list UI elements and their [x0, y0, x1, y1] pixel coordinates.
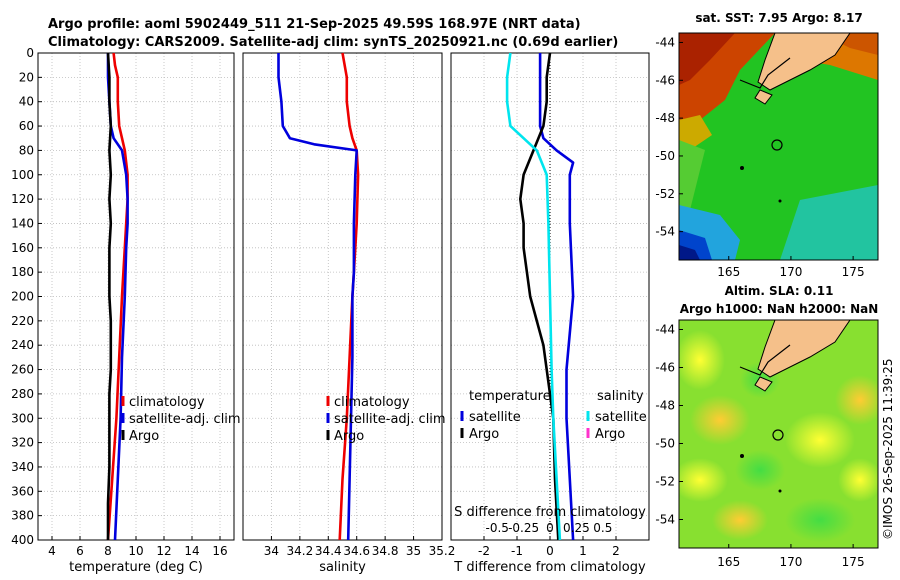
legend-label: satellite	[469, 410, 521, 425]
y-tick-label: 120	[11, 192, 34, 206]
x-tick-label: 1	[579, 544, 587, 558]
x-tick-label: 34.2	[286, 544, 313, 558]
map-y-tick-label: -50	[655, 149, 675, 163]
title-line-2: Climatology: CARS2009. Satellite-adj cli…	[48, 35, 618, 50]
map-y-tick-label: -52	[655, 475, 675, 489]
map-y-tick-label: -54	[655, 225, 675, 239]
y-tick-label: 80	[19, 143, 34, 157]
legend-label: Argo	[129, 429, 159, 444]
y-tick-label: 220	[11, 314, 34, 328]
legend-label: Argo	[334, 429, 364, 444]
difference-panel: -2 -1 0 1 2 T difference from climatology temp…	[450, 52, 650, 575]
title-line-1: Argo profile: aoml 5902449_511 21-Sep-20…	[48, 17, 581, 32]
legend-label: climatology	[129, 395, 205, 410]
y-tick-label: 320	[11, 436, 34, 450]
map-x-tick-label: 175	[842, 265, 865, 279]
sst-map: sat. SST: 7.95 Argo: 8.17 -44 -46 -48 -50 -5…	[655, 11, 879, 279]
map-x-tick-label: 170	[779, 555, 802, 569]
map-y-tick-label: -46	[655, 73, 675, 87]
x-tick-label: 6	[76, 544, 84, 558]
sst-map-title: sat. SST: 7.95 Argo: 8.17	[695, 11, 862, 25]
legend-label: satellite-adj. clim	[129, 412, 241, 427]
map-y-tick-label: -44	[655, 35, 675, 49]
map-y-tick-label: -44	[655, 323, 675, 337]
x-tick-label: -2	[478, 544, 490, 558]
y-tick-label: 360	[11, 484, 34, 498]
map-y-tick-label: -52	[655, 187, 675, 201]
x-tick-label: 34.4	[315, 544, 342, 558]
map-y-tick-label: -46	[655, 361, 675, 375]
map-x-tick-label: 170	[779, 265, 802, 279]
x2-axis-label: S difference from climatology	[454, 505, 646, 520]
x-tick-label: 34.6	[343, 544, 370, 558]
timestamp: ©IMOS 26-Sep-2025 11:39:25	[881, 358, 895, 540]
y-tick-label: 0	[26, 46, 34, 60]
x-tick-label: 8	[104, 544, 112, 558]
x2-tick-label: 0.25	[563, 521, 590, 535]
x2-tick-label: -0.25	[508, 521, 539, 535]
map-y-tick-label: -48	[655, 399, 675, 413]
x-tick-label: 0	[546, 544, 554, 558]
x-tick-label: 34.8	[372, 544, 399, 558]
series-line	[277, 53, 359, 541]
y-tick-label: 200	[11, 290, 34, 304]
map-x-tick-label: 175	[842, 555, 865, 569]
legend-label: satellite-adj. clim	[334, 412, 446, 427]
legend-title: salinity	[597, 389, 644, 404]
x-tick-label: -1	[511, 544, 523, 558]
x-tick-label: 4	[48, 544, 56, 558]
temperature-panel: 4 6 8 10 12 14 16 temperature (deg C) climatolog…	[11, 46, 241, 575]
y-tick-label: 400	[11, 533, 34, 547]
x-axis-label: salinity	[319, 560, 366, 575]
y-tick-label: 100	[11, 168, 34, 182]
map-y-tick-label: -54	[655, 513, 675, 527]
y-tick-label: 20	[19, 70, 34, 84]
sla-map-title-1: Altim. SLA: 0.11	[725, 284, 834, 298]
map-x-tick-label: 165	[717, 555, 740, 569]
x-tick-label: 35.2	[429, 544, 456, 558]
series-line	[338, 52, 360, 541]
map-y-tick-label: -48	[655, 111, 675, 125]
x-tick-label: 2	[612, 544, 620, 558]
y-tick-label: 280	[11, 387, 34, 401]
x-tick-label: 10	[128, 544, 143, 558]
y-tick-label: 380	[11, 509, 34, 523]
y-tick-label: 40	[19, 95, 34, 109]
map-x-tick-label: 165	[717, 265, 740, 279]
y-tick-label: 240	[11, 338, 34, 352]
y-tick-label: 260	[11, 363, 34, 377]
x-tick-label: 12	[156, 544, 171, 558]
series-line	[518, 52, 560, 541]
x-axis-label: temperature (deg C)	[69, 560, 203, 575]
legend-title: temperature	[469, 389, 551, 404]
legend-label: Argo	[595, 427, 625, 442]
x-tick-label: 14	[184, 544, 199, 558]
x-tick-label: 34	[264, 544, 279, 558]
series-line	[505, 52, 562, 541]
x2-tick-label: -0.5	[485, 521, 508, 535]
legend-label: Argo	[469, 427, 499, 442]
legend-label: satellite	[595, 410, 647, 425]
series-line	[106, 52, 113, 540]
grid	[243, 52, 443, 541]
y-tick-label: 140	[11, 216, 34, 230]
legend-label: climatology	[334, 395, 410, 410]
grid	[38, 52, 234, 541]
x2-tick-label: 0	[546, 521, 554, 535]
map-y-tick-label: -50	[655, 437, 675, 451]
x-tick-label: 16	[212, 544, 227, 558]
salinity-panel: 34 34.2 34.4 34.6 34.8 35 35.2 salinity climatol…	[242, 52, 456, 575]
x-axis-label: T difference from climatology	[453, 560, 646, 575]
sla-map: Altim. SLA: 0.11 Argo h1000: NaN h2000: …	[655, 284, 879, 569]
y-tick-label: 180	[11, 265, 34, 279]
sla-map-title-2: Argo h1000: NaN h2000: NaN	[680, 302, 879, 316]
y-tick-label: 160	[11, 241, 34, 255]
y-tick-label: 340	[11, 460, 34, 474]
x2-tick-label: 0.5	[593, 521, 612, 535]
y-tick-label: 300	[11, 411, 34, 425]
series-line	[538, 53, 575, 541]
y-tick-label: 60	[19, 119, 34, 133]
x-tick-label: 35	[406, 544, 421, 558]
